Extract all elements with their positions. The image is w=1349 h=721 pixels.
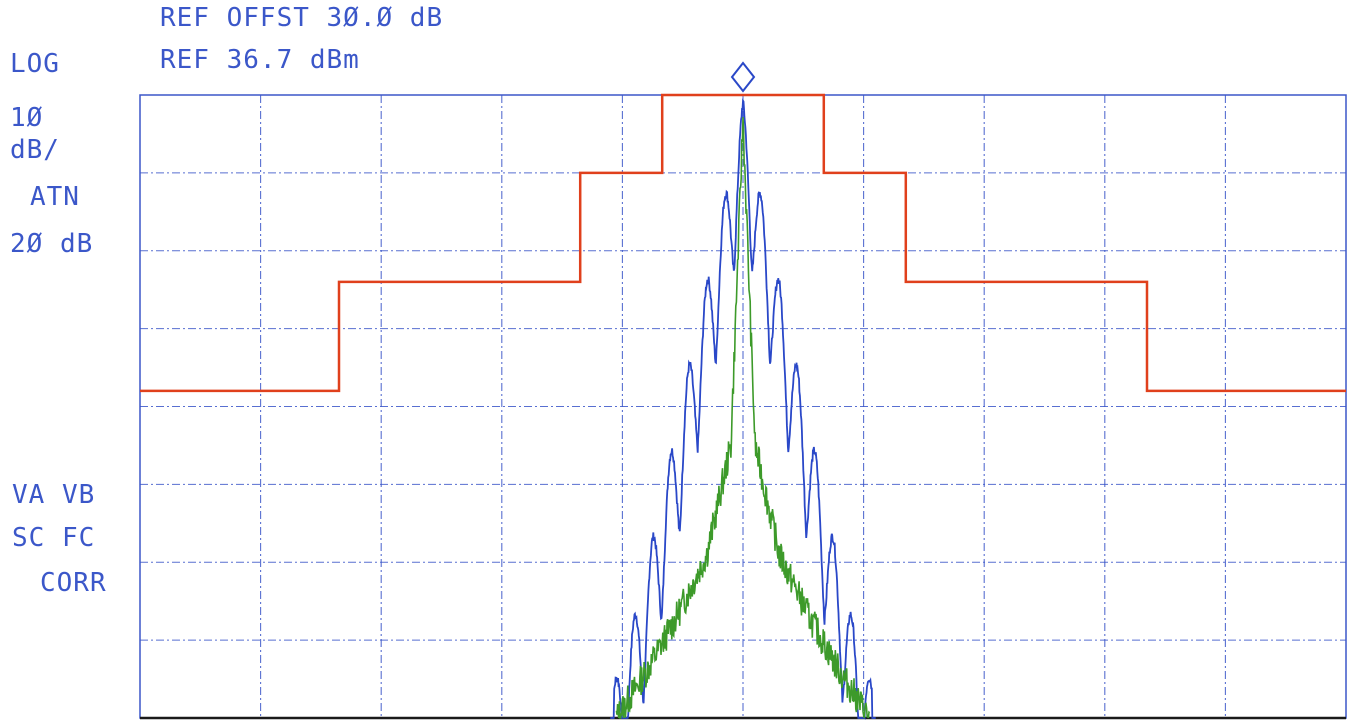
ref-offset-label: REF OFFST 3Ø.Ø dB bbox=[160, 3, 444, 33]
scale-unit-label: dB/ bbox=[10, 135, 60, 165]
scale-value-label: 1Ø bbox=[10, 103, 44, 133]
trace-b bbox=[615, 117, 871, 719]
atn-value-label: 2Ø dB bbox=[10, 229, 94, 259]
marker-diamond-icon bbox=[730, 61, 756, 93]
ref-level-label: REF 36.7 dBm bbox=[160, 45, 360, 75]
trace-a bbox=[610, 98, 876, 721]
corr-label: CORR bbox=[40, 568, 107, 598]
mask-line bbox=[140, 93, 1346, 393]
log-label: LOG bbox=[10, 49, 60, 79]
sc-fc-label: SC FC bbox=[12, 523, 96, 553]
va-vb-label: VA VB bbox=[12, 480, 96, 510]
atn-label: ATN bbox=[30, 182, 80, 212]
